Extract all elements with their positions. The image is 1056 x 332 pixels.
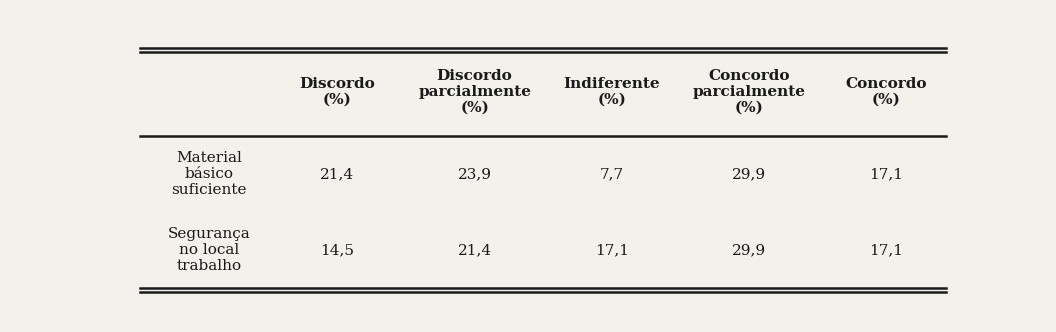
Text: 17,1: 17,1 bbox=[869, 243, 903, 257]
Text: 17,1: 17,1 bbox=[595, 243, 629, 257]
Text: Discordo
(%): Discordo (%) bbox=[300, 77, 375, 107]
Text: Material
básico
suficiente: Material básico suficiente bbox=[171, 151, 246, 197]
Text: 17,1: 17,1 bbox=[869, 167, 903, 181]
Text: Indiferente
(%): Indiferente (%) bbox=[564, 77, 660, 107]
Text: 21,4: 21,4 bbox=[320, 167, 355, 181]
Text: 14,5: 14,5 bbox=[320, 243, 355, 257]
Text: 29,9: 29,9 bbox=[732, 243, 766, 257]
Text: 29,9: 29,9 bbox=[732, 167, 766, 181]
Text: 7,7: 7,7 bbox=[600, 167, 624, 181]
Text: 23,9: 23,9 bbox=[457, 167, 492, 181]
Text: Discordo
parcialmente
(%): Discordo parcialmente (%) bbox=[418, 68, 531, 115]
Text: Segurança
no local
trabalho: Segurança no local trabalho bbox=[168, 227, 250, 273]
Text: 21,4: 21,4 bbox=[457, 243, 492, 257]
Text: Concordo
parcialmente
(%): Concordo parcialmente (%) bbox=[693, 68, 806, 115]
Text: Concordo
(%): Concordo (%) bbox=[846, 77, 927, 107]
